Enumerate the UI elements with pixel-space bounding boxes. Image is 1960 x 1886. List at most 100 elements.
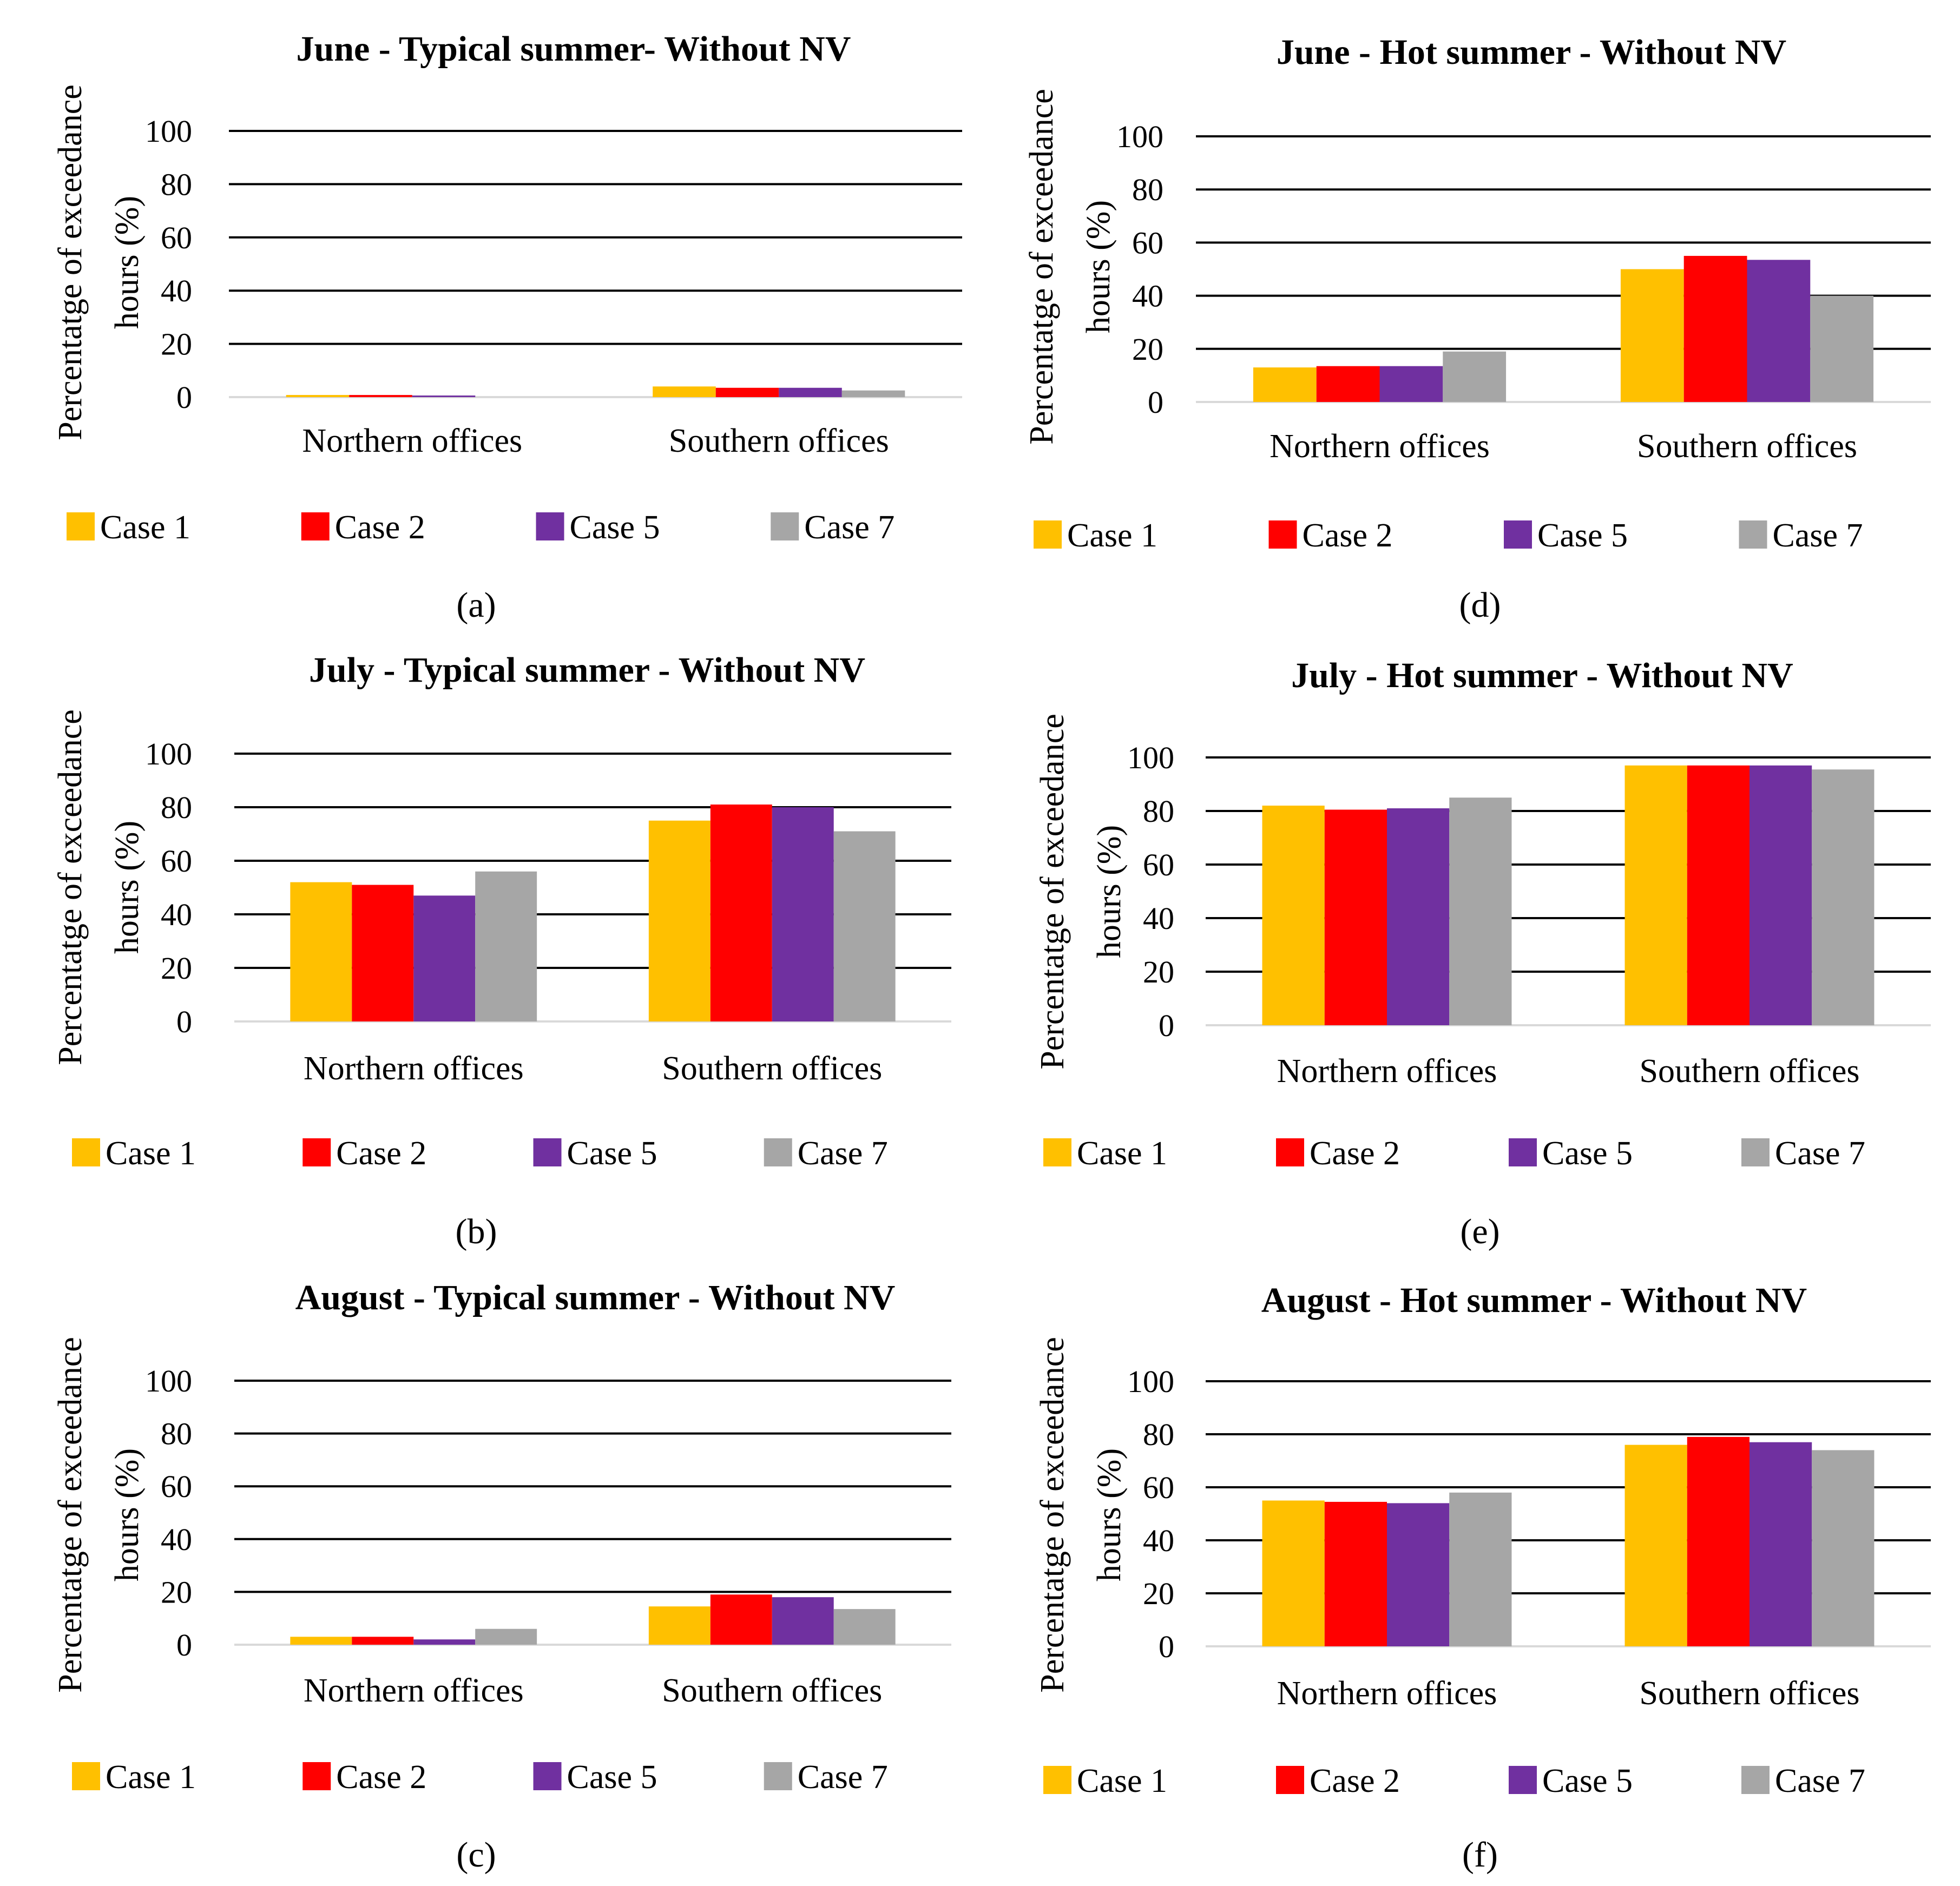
y-tick-label: 40: [161, 1522, 192, 1557]
legend-label: Case 1: [106, 1759, 196, 1796]
legend-label: Case 5: [1542, 1763, 1633, 1799]
bar-case-1-southern: [1624, 765, 1687, 1025]
legend-label: Case 5: [1542, 1135, 1633, 1172]
y-axis-label: Percentatge of exceedance hours (%): [1034, 1337, 1128, 1692]
x-category-label: Southern offices: [662, 1672, 882, 1709]
legend-label: Case 5: [567, 1135, 657, 1172]
bar-case-2-southern: [1687, 765, 1749, 1025]
legend-label: Case 2: [336, 1759, 426, 1796]
legend-swatch: [764, 1138, 792, 1166]
chart-panel-d: June - Hot summer - Without NV Percentatg…: [1023, 32, 1931, 625]
y-tick-label: 60: [161, 1469, 192, 1504]
x-category-label: Northern offices: [304, 1050, 524, 1087]
bar-case-5-northern: [412, 395, 476, 397]
y-axis-label: Percentatge of exceedance hours (%): [1023, 89, 1117, 444]
y-axis-label-line-2: hours (%): [109, 821, 146, 954]
x-category-label: Southern offices: [1640, 1053, 1860, 1090]
y-tick-label: 0: [1159, 1008, 1174, 1043]
legend-swatch: [302, 1762, 331, 1790]
y-tick-label: 20: [1143, 954, 1174, 990]
y-axis-label-line-1: Percentatge of exceedance: [1023, 89, 1060, 444]
y-tick-label: 20: [161, 1574, 192, 1610]
y-tick-label: 40: [1132, 279, 1163, 314]
legend-label: Case 7: [798, 1135, 888, 1172]
y-axis-label: Percentatge of exceedance hours (%): [1034, 714, 1128, 1069]
legend-swatch: [301, 512, 330, 540]
y-tick-label: 20: [1143, 1576, 1174, 1611]
legend-swatch: [1268, 520, 1297, 549]
y-tick-label: 80: [1143, 1417, 1174, 1452]
y-tick-label: 0: [176, 380, 192, 415]
legend-swatch: [1741, 1138, 1770, 1166]
bar-case-7-northern: [1449, 1492, 1512, 1646]
y-axis-label-line-2: hours (%): [109, 196, 146, 329]
panel-caption: (d): [1459, 585, 1501, 625]
y-axis-label: Percentatge of exceedance hours (%): [52, 84, 146, 440]
y-axis-label: Percentatge of exceedance hours (%): [52, 1337, 146, 1692]
bar-case-7-southern: [841, 390, 905, 397]
y-axis-label-line-2: hours (%): [1091, 1448, 1128, 1581]
bar-case-1-northern: [286, 395, 350, 397]
y-axis-label-line-2: hours (%): [1091, 825, 1128, 958]
bar-case-5-northern: [413, 895, 476, 1021]
panel-caption: (c): [456, 1835, 496, 1875]
legend-label: Case 7: [804, 509, 895, 546]
legend-label: Case 1: [1077, 1763, 1167, 1799]
chart-title: July - Typical summer - Without NV: [309, 650, 865, 690]
bar-case-1-northern: [1262, 806, 1325, 1025]
bar-case-1-southern: [1620, 269, 1684, 402]
bar-case-2-southern: [1687, 1436, 1749, 1646]
chart-panel-b: July - Typical summer - Without NV Percen…: [52, 650, 951, 1251]
chart-panel-c: August - Typical summer - Without NV Perc…: [52, 1278, 951, 1875]
legend-swatch: [1034, 520, 1062, 549]
bar-case-7-northern: [1449, 797, 1512, 1025]
y-tick-label: 20: [1132, 332, 1163, 367]
y-tick-label: 80: [161, 167, 192, 202]
chart-title: June - Hot summer - Without NV: [1277, 32, 1786, 72]
legend-swatch: [533, 1762, 562, 1790]
y-tick-label: 80: [161, 790, 192, 825]
y-tick-label: 100: [1127, 1364, 1174, 1399]
y-tick-label: 100: [145, 114, 192, 149]
bar-case-1-southern: [648, 1606, 711, 1645]
chart-panel-a: June - Typical summer- Without NV Percent…: [52, 29, 962, 625]
y-tick-label: 60: [161, 220, 192, 255]
chart-title: July - Hot summer - Without NV: [1291, 656, 1793, 695]
bar-case-1-northern: [1253, 367, 1317, 402]
x-category-label: Southern offices: [1637, 428, 1857, 465]
bar-case-1-southern: [1624, 1445, 1687, 1646]
y-tick-label: 0: [1159, 1629, 1174, 1664]
bar-case-2-northern: [1324, 1501, 1387, 1646]
legend-label: Case 7: [1775, 1135, 1865, 1172]
legend-label: Case 7: [1773, 517, 1863, 554]
legend-swatch: [1276, 1138, 1304, 1166]
legend-swatch: [1509, 1766, 1537, 1794]
y-tick-label: 40: [161, 897, 192, 932]
y-tick-label: 40: [1143, 901, 1174, 936]
y-tick-label: 100: [145, 736, 192, 771]
legend-swatch: [1509, 1138, 1537, 1166]
bar-case-7-southern: [833, 1609, 896, 1645]
y-axis-label-line-2: hours (%): [1080, 200, 1117, 333]
legend-label: Case 2: [336, 1135, 426, 1172]
x-category-label: Northern offices: [302, 423, 522, 459]
y-tick-label: 60: [1143, 1470, 1174, 1505]
legend-label: Case 2: [335, 509, 425, 546]
bar-case-7-northern: [1443, 351, 1507, 402]
bar-case-7-northern: [475, 871, 537, 1021]
bar-case-5-southern: [779, 387, 842, 397]
legend-swatch: [536, 512, 564, 540]
bar-case-5-northern: [1387, 808, 1450, 1025]
legend-swatch: [1739, 520, 1767, 549]
bar-case-5-southern: [1749, 765, 1812, 1025]
bar-case-7-southern: [833, 831, 896, 1021]
y-tick-label: 80: [1132, 172, 1163, 207]
bar-case-5-northern: [1387, 1503, 1450, 1646]
y-tick-label: 20: [161, 327, 192, 362]
legend-swatch: [1504, 520, 1532, 549]
legend-label: Case 1: [100, 509, 190, 546]
chart-title: June - Typical summer- Without NV: [297, 29, 851, 69]
x-category-label: Southern offices: [662, 1050, 882, 1087]
bar-case-7-southern: [1810, 295, 1874, 402]
